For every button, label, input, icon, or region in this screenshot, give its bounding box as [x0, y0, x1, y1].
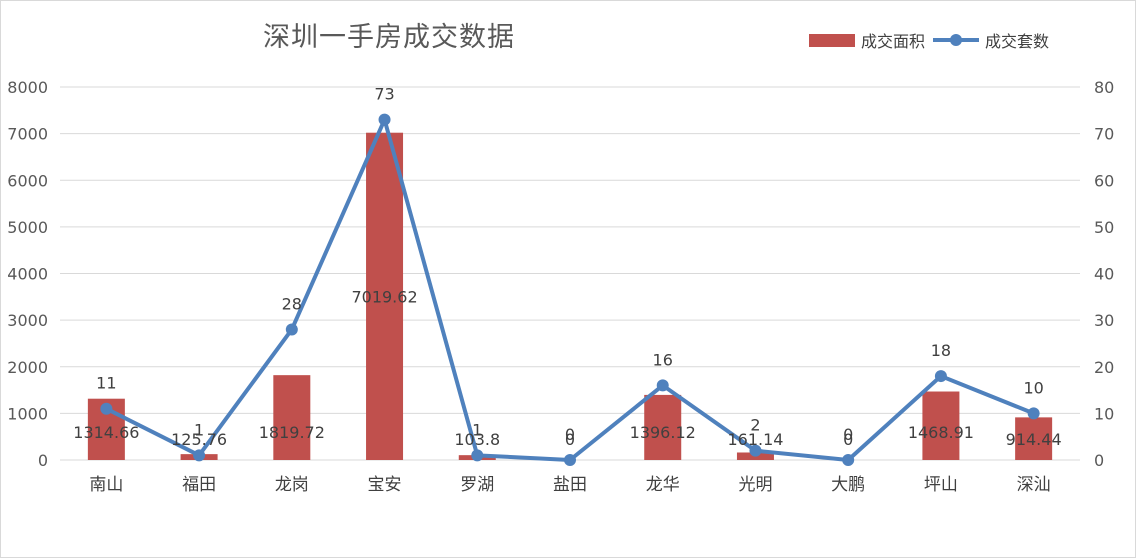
- area-data-label: 7019.62: [351, 288, 417, 307]
- x-tick-label: 大鹏: [831, 475, 865, 495]
- count-point: [1027, 407, 1040, 420]
- y-left-tick-label: 6000: [7, 171, 48, 190]
- legend-item-count: 成交套数: [933, 28, 1049, 52]
- y-left-tick-label: 0: [38, 451, 48, 470]
- count-data-label: 1: [472, 420, 482, 439]
- y-right-tick-label: 0: [1094, 451, 1104, 470]
- x-tick-label: 光明: [738, 475, 772, 495]
- x-tick-label: 罗湖: [460, 475, 494, 495]
- count-data-label: 2: [750, 416, 760, 435]
- y-right-tick-label: 70: [1094, 125, 1114, 144]
- y-right-tick-label: 30: [1094, 311, 1114, 330]
- x-tick-label: 福田: [182, 475, 216, 495]
- count-data-label: 0: [843, 425, 853, 444]
- y-right-tick-label: 80: [1094, 78, 1114, 97]
- area-data-label: 0: [843, 430, 853, 449]
- legend: 成交面积 成交套数: [809, 28, 1049, 52]
- count-data-label: 18: [931, 341, 951, 360]
- count-point: [934, 370, 947, 383]
- y-right-tick-label: 10: [1094, 404, 1114, 423]
- count-point: [656, 379, 669, 392]
- y-right-tick-label: 40: [1094, 265, 1114, 284]
- y-right-tick-label: 60: [1094, 171, 1114, 190]
- count-line: [105, 117, 1035, 462]
- count-point: [564, 454, 576, 466]
- x-tick-label: 盐田: [553, 475, 587, 495]
- x-tick-label: 龙华: [646, 475, 680, 495]
- area-data-label: 1819.72: [259, 423, 325, 442]
- area-data-label: 1396.12: [630, 423, 696, 442]
- count-point: [193, 449, 206, 462]
- y-left-tick-label: 2000: [7, 358, 48, 377]
- count-data-label: 16: [653, 350, 673, 369]
- area-data-label: 161.14: [727, 430, 783, 449]
- y-left-tick-label: 4000: [7, 265, 48, 284]
- count-point: [471, 449, 484, 462]
- area-data-label: 1468.91: [908, 423, 974, 442]
- area-bar: [1015, 417, 1053, 460]
- legend-label-area: 成交面积: [861, 32, 926, 51]
- legend-item-area: 成交面积: [809, 28, 925, 52]
- count-data-label: 10: [1023, 378, 1043, 397]
- count-data-label: 11: [96, 374, 116, 393]
- count-data-label: 0: [565, 425, 575, 444]
- legend-label-count: 成交套数: [985, 32, 1050, 51]
- x-tick-label: 宝安: [368, 475, 402, 495]
- y-left-tick-label: 5000: [7, 218, 48, 237]
- area-bar: [922, 391, 960, 460]
- legend-bar-swatch: [809, 33, 855, 47]
- area-data-label: 125.76: [171, 430, 227, 449]
- area-data-label: 1314.66: [73, 423, 139, 442]
- count-point: [842, 454, 855, 466]
- chart-title: 深圳一手房成交数据: [263, 22, 515, 53]
- count-point: [378, 113, 391, 126]
- area-data-label: 0: [565, 430, 575, 449]
- count-point: [749, 444, 762, 457]
- area-bar: [644, 394, 682, 460]
- area-bar: [273, 375, 311, 460]
- y-right-tick-label: 50: [1094, 218, 1114, 237]
- x-tick-label: 南山: [89, 475, 123, 495]
- count-data-label: 1: [194, 420, 204, 439]
- count-point: [100, 402, 113, 415]
- count-data-label: 28: [282, 294, 302, 313]
- y-right-tick-label: 20: [1094, 358, 1114, 377]
- area-data-label: 103.8: [454, 430, 500, 449]
- x-tick-label: 坪山: [924, 475, 958, 495]
- y-left-tick-label: 3000: [7, 311, 48, 330]
- legend-line-swatch: [933, 34, 980, 46]
- x-tick-label: 深汕: [1017, 475, 1051, 495]
- y-left-tick-label: 7000: [7, 125, 48, 144]
- area-bar: [366, 132, 404, 461]
- y-left-tick-label: 8000: [7, 78, 48, 97]
- area-data-label: 914.44: [1006, 430, 1062, 449]
- count-point: [285, 323, 298, 336]
- x-tick-label: 龙岗: [275, 475, 309, 495]
- y-left-tick-label: 1000: [7, 404, 48, 423]
- count-data-label: 73: [374, 85, 394, 104]
